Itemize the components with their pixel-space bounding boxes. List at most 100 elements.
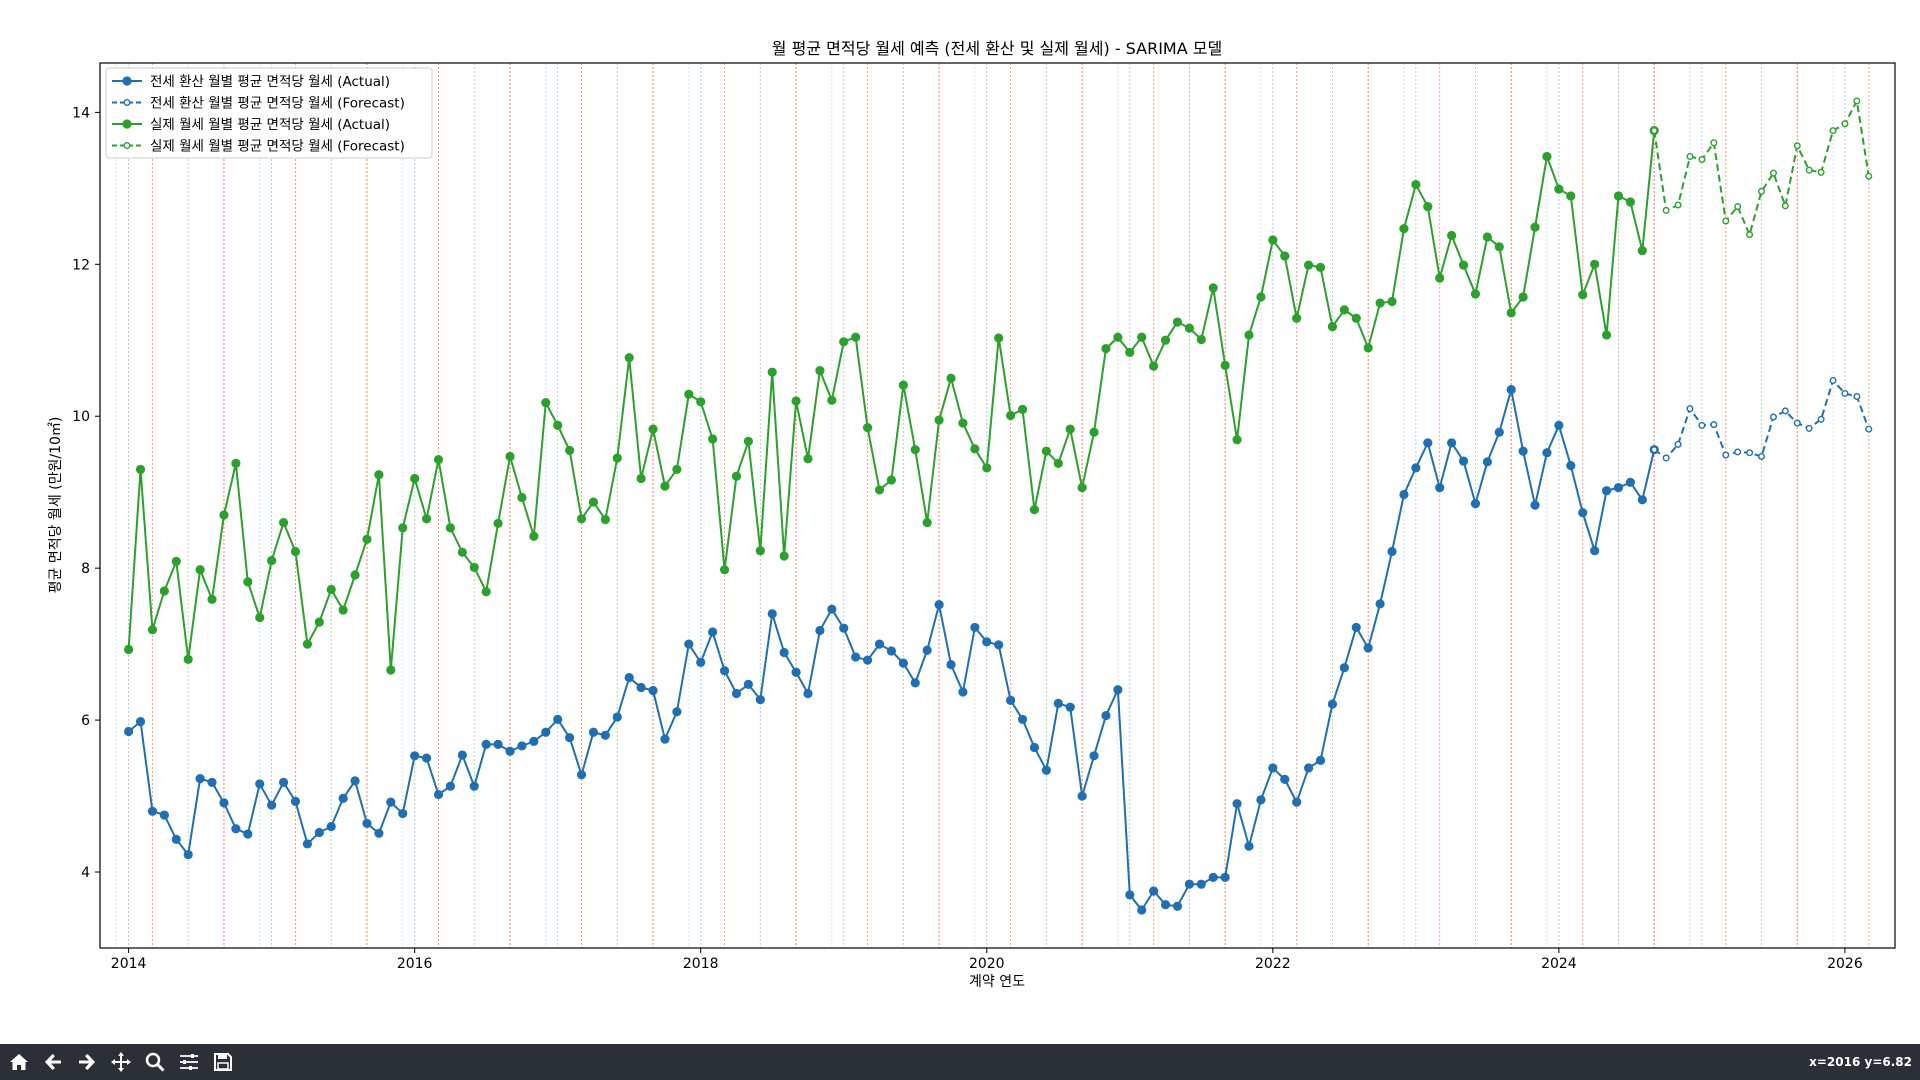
data-point [1781, 202, 1789, 210]
data-point [481, 739, 491, 750]
zoom-button[interactable] [140, 1047, 170, 1077]
data-point [207, 594, 217, 604]
y-tick-label: 12 [72, 257, 90, 273]
data-point [1006, 410, 1016, 421]
data-point [1053, 698, 1063, 708]
data-point [386, 797, 396, 807]
data-point [970, 622, 980, 633]
data-point [827, 395, 837, 405]
data-point [338, 605, 348, 615]
data-point [636, 682, 646, 693]
data-point [1041, 765, 1051, 775]
data-point [1650, 446, 1658, 454]
data-point [898, 658, 908, 668]
pan-icon [111, 1052, 131, 1072]
y-tick-label: 14 [72, 105, 90, 121]
data-point [1686, 405, 1694, 413]
data-point [1411, 179, 1421, 190]
data-point [1006, 695, 1016, 705]
data-point [1065, 702, 1075, 712]
data-point [529, 736, 539, 746]
pan-button[interactable] [106, 1047, 136, 1077]
data-point [350, 776, 360, 786]
data-point [1184, 323, 1194, 333]
data-point [1613, 483, 1624, 493]
data-point [767, 609, 777, 619]
data-point [1829, 127, 1837, 135]
data-point [803, 454, 813, 464]
y-tick-label: 4 [81, 865, 90, 881]
data-point [1817, 168, 1825, 176]
data-point [1578, 508, 1588, 518]
data-point [243, 577, 253, 587]
data-point [1268, 235, 1278, 245]
data-point [1292, 797, 1302, 807]
data-point [1865, 425, 1873, 433]
data-point [1375, 298, 1385, 308]
data-point [1710, 421, 1718, 429]
data-point [660, 481, 670, 491]
data-point [648, 685, 658, 696]
data-point [779, 647, 789, 658]
legend-swatch-marker [123, 141, 131, 149]
data-point [1734, 448, 1742, 456]
data-point [1662, 454, 1670, 462]
data-point [147, 625, 158, 635]
y-axis-label: 평균 면적당 월세 (만원/10㎡) [48, 417, 64, 594]
data-point [1387, 296, 1397, 307]
data-point [255, 612, 265, 623]
figure-canvas[interactable]: 2014 2016 2018 2020 2022 2024 2026 4 6 8 10 12 14 월… [0, 0, 1920, 1044]
x-tick-label: 2014 [111, 956, 147, 972]
configure-button[interactable] [174, 1047, 204, 1077]
data-point [135, 717, 146, 727]
data-point [183, 654, 193, 664]
x-axis-label: 계약 연도 [969, 974, 1025, 990]
data-point [171, 556, 181, 566]
data-point [1029, 742, 1040, 753]
data-point [374, 828, 384, 838]
data-point [1722, 451, 1730, 459]
data-point [1244, 330, 1254, 340]
data-point [946, 660, 956, 670]
data-point [1292, 313, 1302, 323]
save-button[interactable] [208, 1047, 238, 1077]
data-point [1315, 262, 1326, 272]
data-point [994, 640, 1004, 650]
data-point [1363, 643, 1373, 653]
data-point [1125, 347, 1135, 358]
series-0 [124, 385, 1659, 915]
data-point [862, 423, 873, 433]
back-button[interactable] [38, 1047, 68, 1077]
data-point [1494, 427, 1504, 437]
legend-swatch-marker [122, 76, 132, 86]
data-point [588, 727, 599, 737]
data-point [1113, 685, 1123, 695]
data-point [1256, 292, 1266, 302]
data-point [362, 534, 372, 544]
home-button[interactable] [4, 1047, 34, 1077]
data-point [1303, 260, 1314, 270]
data-point [1841, 120, 1849, 128]
data-point [1793, 419, 1801, 427]
data-point [1530, 500, 1540, 510]
data-point [1208, 872, 1218, 882]
y-axis-ticks: 4 6 8 10 12 14 [72, 105, 100, 881]
chart: 2014 2016 2018 2020 2022 2024 2026 4 6 8 10 12 14 월… [48, 39, 1896, 990]
home-icon [10, 1054, 28, 1070]
data-point [1041, 446, 1051, 456]
data-point [1399, 224, 1409, 234]
data-point [1149, 886, 1159, 896]
data-point [457, 547, 467, 557]
data-point [1698, 421, 1706, 429]
data-point [576, 514, 587, 524]
x-tick-label: 2026 [1827, 956, 1863, 972]
data-point [541, 397, 551, 408]
forward-button[interactable] [72, 1047, 102, 1077]
data-point [398, 523, 408, 533]
data-point [398, 808, 408, 819]
data-point [326, 821, 336, 832]
data-point [421, 514, 432, 524]
data-point [1149, 361, 1159, 371]
data-point [1542, 151, 1552, 162]
data-point [1590, 546, 1600, 556]
